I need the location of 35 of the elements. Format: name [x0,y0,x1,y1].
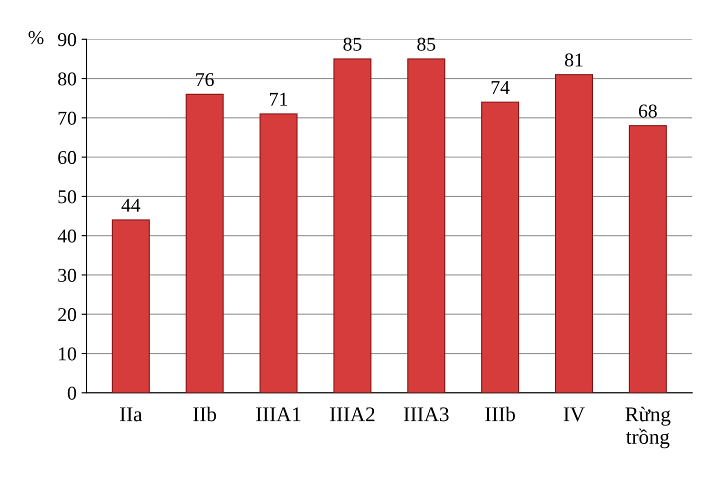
x-tick-label: IIIb [485,406,515,422]
bar [333,58,372,393]
data-label: 74 [492,81,510,94]
data-label: 44 [121,198,140,212]
y-tick-label: 90 [58,33,76,46]
bar [481,102,520,393]
x-tick-label: IIIA2 [330,407,374,422]
data-label: 85 [417,38,436,51]
data-label: 71 [270,92,288,106]
x-tick-label: IIb [193,406,216,422]
bar [554,74,594,393]
data-label: 68 [638,104,657,118]
y-tick-label: 30 [58,268,76,282]
x-tick-label: Rừng trồng [625,406,670,448]
y-tick-label: 70 [58,112,76,125]
data-label: 81 [565,53,583,67]
bar [628,125,667,393]
y-tick-label: 40 [58,229,76,243]
bar [112,219,150,393]
y-tick-label: 60 [58,150,76,164]
bar [186,94,224,393]
data-label: 85 [343,38,362,51]
x-tick-label: IV [564,408,585,422]
y-tick-label: 0 [68,386,76,400]
y-tick-label: 50 [58,190,76,204]
x-tick-label: IIIA3 [404,407,449,422]
x-tick-label: IIIA1 [256,407,300,422]
bar [260,113,298,393]
bar [407,58,446,393]
y-tick-label: 20 [58,308,76,322]
y-tick-label: 10 [59,347,76,360]
data-label: 76 [196,73,214,86]
y-axis-title: % [28,31,44,44]
y-tick-label: 80 [58,72,76,86]
x-tick-label: IIa [120,408,142,422]
